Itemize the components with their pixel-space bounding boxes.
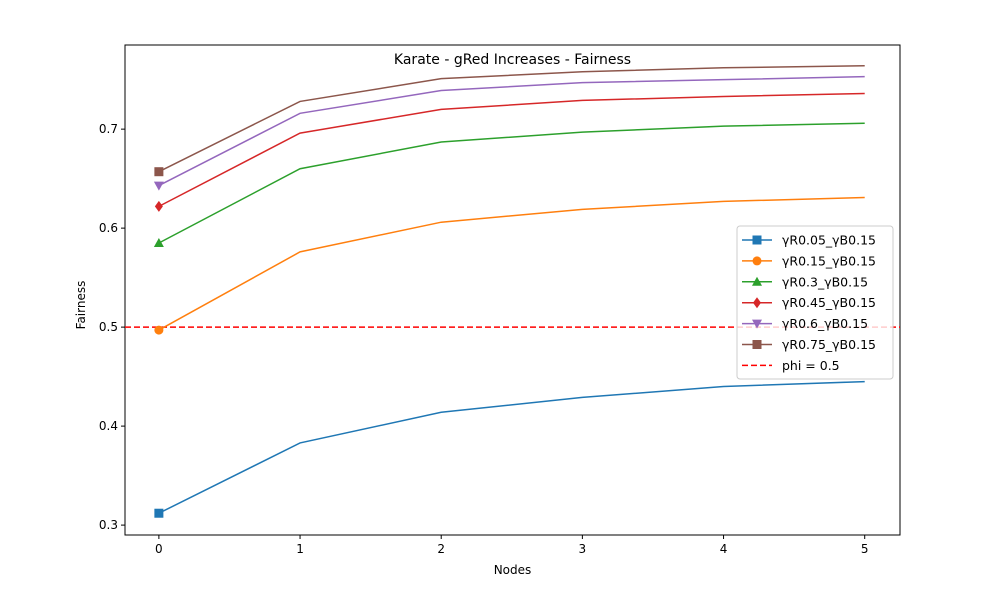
y-axis-label: Fairness	[74, 281, 88, 330]
legend-entry: γR0.3_γB0.15	[742, 274, 868, 289]
x-tick-label: 2	[437, 542, 445, 556]
legend-swatch-marker	[752, 340, 762, 349]
data-point-marker	[153, 181, 164, 191]
series-line	[158, 122, 865, 244]
data-point-marker	[154, 200, 163, 212]
legend-entry: γR0.75_γB0.15	[742, 337, 876, 352]
x-tick-label: 0	[155, 542, 163, 556]
legend-swatch-marker	[753, 297, 761, 309]
legend-entry: γR0.45_γB0.15	[742, 295, 876, 310]
y-tick-label: 0.7	[99, 122, 118, 136]
series-5	[154, 65, 865, 177]
legend-swatch-marker	[752, 256, 762, 266]
series-line	[158, 92, 865, 208]
legend-swatch-marker	[752, 276, 762, 286]
data-point-marker	[154, 167, 164, 177]
y-tick-label: 0.3	[99, 518, 118, 532]
series-line	[158, 196, 865, 331]
series-line	[158, 65, 865, 173]
series-3	[154, 92, 865, 212]
series-0	[154, 380, 865, 518]
legend-label: γR0.3_γB0.15	[782, 274, 868, 289]
x-tick-label: 1	[296, 542, 304, 556]
legend-label: γR0.05_γB0.15	[782, 233, 876, 248]
legend-entry: phi = 0.5	[742, 358, 840, 373]
legend-label: γR0.45_γB0.15	[782, 295, 876, 310]
legend-swatch-marker	[752, 319, 762, 329]
legend-label: phi = 0.5	[782, 358, 840, 373]
x-tick-label: 3	[579, 542, 587, 556]
x-tick-label: 4	[720, 542, 728, 556]
legend-box	[736, 225, 894, 380]
chart-title: Karate - gRed Increases - Fairness	[394, 52, 631, 68]
legend-entry: γR0.05_γB0.15	[742, 233, 876, 248]
legend-swatch-marker	[752, 235, 762, 245]
y-tick-label: 0.5	[99, 320, 118, 334]
legend-items: γR0.05_γB0.15 γR0.15_γB0.15 γR0.3_γB0.15 γR…	[742, 233, 876, 373]
series-2	[153, 122, 865, 247]
x-axis: 0 1 2 3 4 5	[155, 535, 869, 556]
legend-label: γR0.15_γB0.15	[782, 253, 876, 268]
data-point-marker	[154, 508, 164, 518]
y-axis: 0.3 0.4 0.5 0.6 0.7	[99, 122, 125, 532]
legend-entry: γR0.15_γB0.15	[742, 253, 876, 268]
plot-area-frame	[124, 44, 901, 536]
series-line	[158, 380, 865, 514]
y-tick-label: 0.6	[99, 221, 118, 235]
series-layer	[153, 65, 865, 518]
series-1	[154, 196, 865, 335]
series-line	[158, 75, 865, 187]
legend-entry: γR0.6_γB0.15	[742, 316, 868, 331]
x-tick-label: 5	[861, 542, 869, 556]
data-point-marker	[154, 325, 164, 335]
data-point-marker	[153, 237, 164, 247]
y-tick-label: 0.4	[99, 419, 118, 433]
legend: γR0.05_γB0.15 γR0.15_γB0.15 γR0.3_γB0.15 γR…	[736, 225, 894, 380]
legend-label: γR0.6_γB0.15	[782, 316, 868, 331]
legend-label: γR0.75_γB0.15	[782, 337, 876, 352]
series-4	[153, 75, 865, 191]
x-axis-label: Nodes	[494, 563, 532, 577]
